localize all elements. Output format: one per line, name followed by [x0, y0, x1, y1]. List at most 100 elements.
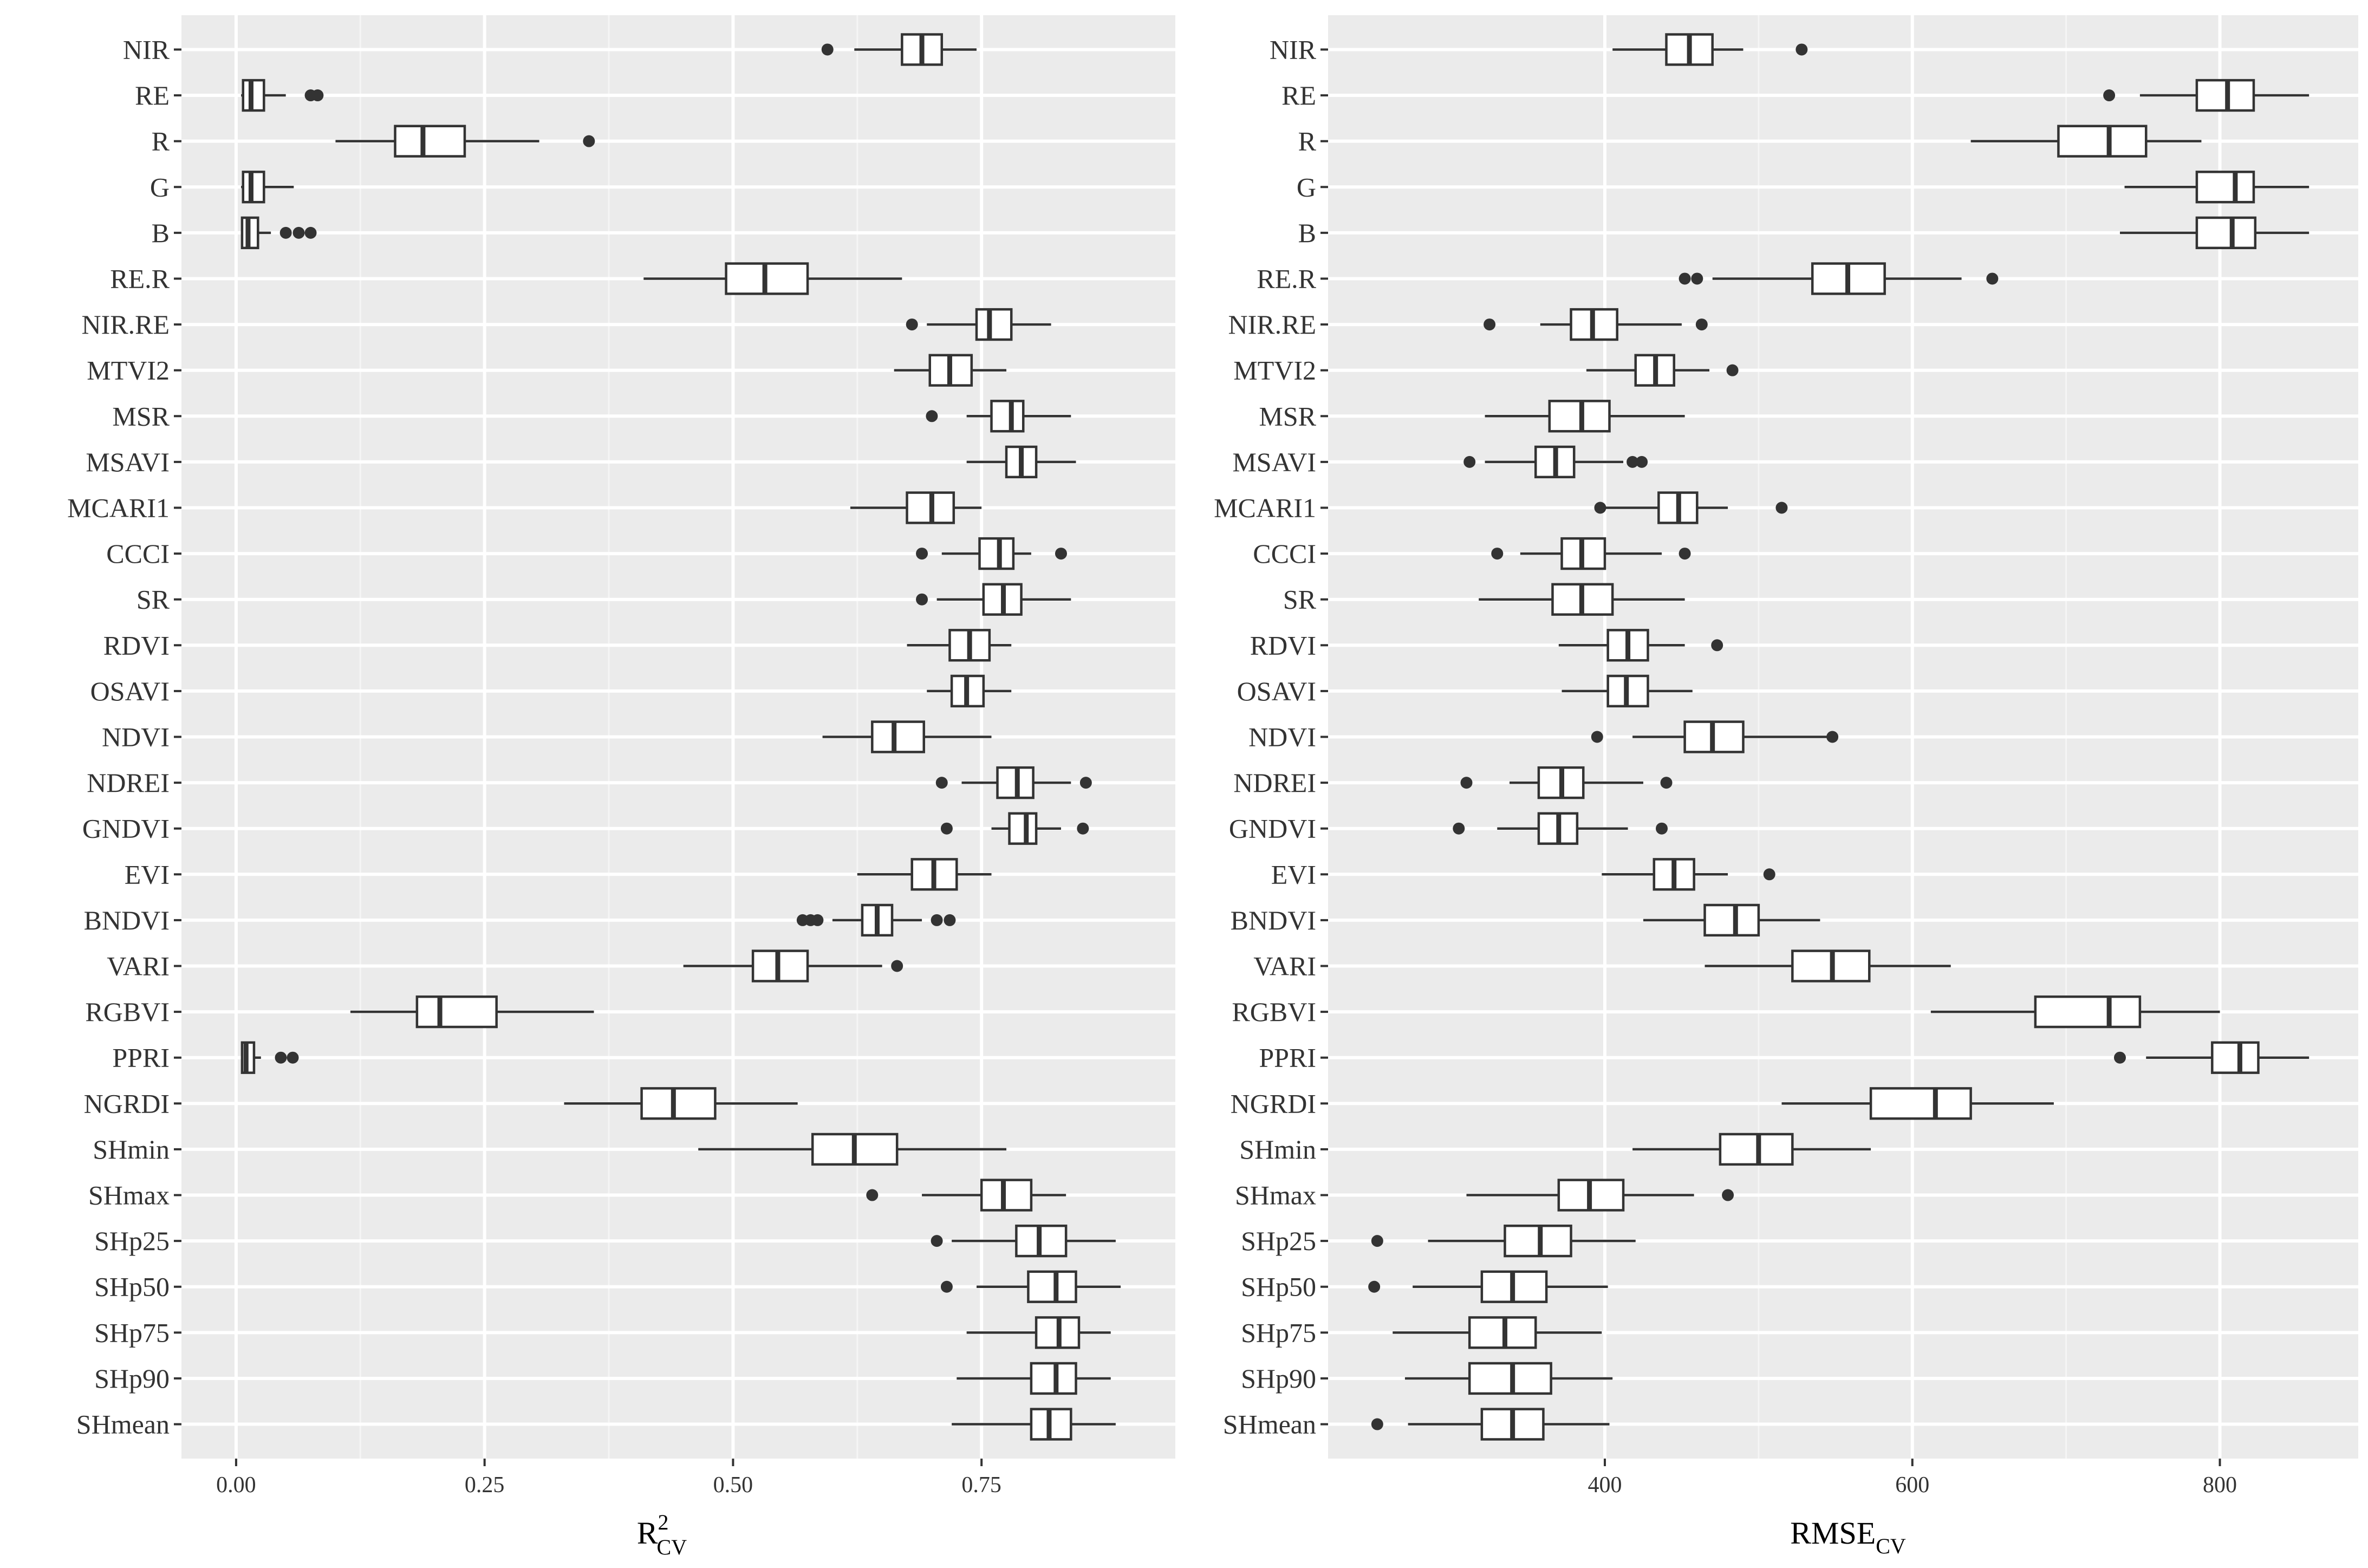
outlier-point — [1679, 548, 1691, 560]
rmse-box-nir — [1612, 33, 1808, 66]
r2-box-g — [241, 171, 294, 204]
rmse-box-ndvi — [1591, 720, 1839, 753]
r2-box-shmean — [952, 1408, 1116, 1441]
r2-box-rdvi — [907, 629, 1012, 662]
r2-box-rgbvi — [350, 995, 594, 1029]
outlier-point — [1695, 318, 1708, 331]
r2-y-label-ngrdi: NGRDI — [84, 1088, 170, 1118]
rmse-y-label-ndrei: NDREI — [1233, 767, 1316, 798]
rmse-y-label-ccci: CCCI — [1253, 538, 1316, 569]
rmse-box-rdvi — [1558, 629, 1723, 662]
outlier-point — [811, 914, 824, 926]
outlier-point — [1722, 1189, 1734, 1201]
r2-x-tick-label: 0.00 — [216, 1473, 256, 1498]
rmse-y-label-shp50: SHp50 — [1241, 1272, 1316, 1302]
rmse-y-label-mtvi2: MTVI2 — [1233, 355, 1316, 386]
r2-y-label-gndvi: GNDVI — [82, 814, 170, 844]
rmse-y-label-re: RE — [1281, 80, 1316, 110]
r2-y-label-shmax: SHmax — [88, 1180, 170, 1211]
outlier-point — [1371, 1418, 1383, 1430]
r2-box-shp75 — [966, 1316, 1111, 1349]
rmse-y-label-shmin: SHmin — [1239, 1134, 1316, 1164]
iqr-box — [640, 1087, 717, 1120]
r2-box-re-r — [643, 262, 902, 295]
rmse-box-ppri — [2113, 1041, 2310, 1074]
outlier-point — [940, 822, 953, 835]
r2-box-ndrei — [935, 766, 1092, 799]
outlier-point — [1368, 1280, 1381, 1293]
r2-box-ppri — [240, 1041, 299, 1074]
outlier-point — [891, 960, 903, 972]
rmse-box-r — [1970, 125, 2202, 158]
r2-box-msr — [926, 400, 1071, 433]
r2-y-label-vari: VARI — [107, 951, 170, 981]
outlier-point — [916, 548, 928, 560]
outlier-point — [287, 1051, 299, 1064]
outlier-point — [1679, 272, 1691, 285]
r2-y-label-shmean: SHmean — [76, 1409, 170, 1440]
outlier-point — [1775, 502, 1788, 514]
r2-y-label-r: R — [152, 126, 170, 157]
rmse-y-label-nir-re: NIR.RE — [1228, 309, 1317, 340]
r2-y-label-ppri: PPRI — [112, 1043, 170, 1073]
rmse-y-label-nir: NIR — [1270, 34, 1317, 64]
outlier-point — [279, 226, 292, 239]
iqr-box — [1030, 1362, 1077, 1395]
r2-x-axis-title: R2 CV — [637, 1510, 687, 1559]
iqr-box — [975, 308, 1013, 341]
rmse-box-vari — [1705, 949, 1951, 983]
r2-box-shp90 — [957, 1362, 1111, 1395]
outlier-point — [1986, 272, 1999, 285]
outlier-point — [940, 1280, 953, 1293]
r2-y-label-b: B — [152, 218, 170, 248]
r2-box-re — [241, 79, 324, 112]
rmse-box-evi — [1602, 858, 1775, 891]
r2-y-label-shp50: SHp50 — [94, 1272, 170, 1302]
rmse-box-shp25 — [1371, 1224, 1636, 1258]
iqr-box — [242, 171, 265, 204]
rmse-box-shp90 — [1404, 1362, 1613, 1395]
r2-box-nir-re — [906, 308, 1051, 341]
rmse-x-tick-label: 600 — [1895, 1473, 1929, 1498]
r2-y-label-nir: NIR — [123, 34, 170, 64]
iqr-box — [2034, 995, 2142, 1029]
rmse-box-shmean — [1371, 1408, 1610, 1441]
r2-y-label-sr: SR — [136, 584, 170, 615]
rmse-y-label-sr: SR — [1283, 584, 1317, 615]
rmse-y-label-ngrdi: NGRDI — [1231, 1088, 1316, 1118]
rmse-box-shp50 — [1368, 1270, 1608, 1303]
rmse-box-ccci — [1491, 537, 1691, 570]
outlier-point — [275, 1051, 287, 1064]
outlier-point — [1079, 777, 1092, 789]
outlier-point — [926, 410, 938, 422]
outlier-point — [1656, 822, 1668, 835]
r2-box-b — [240, 216, 317, 250]
r2-x-tick-label: 0.75 — [961, 1473, 1001, 1498]
iqr-box — [1703, 903, 1760, 937]
outlier-point — [1711, 639, 1723, 652]
r2-y-label-ndvi: NDVI — [102, 722, 170, 752]
outlier-point — [931, 914, 943, 926]
r2-box-shp25 — [931, 1224, 1116, 1258]
rmse-box-shmax — [1466, 1179, 1734, 1212]
outlier-point — [821, 43, 834, 56]
r2-box-shp50 — [940, 1270, 1121, 1303]
r2-y-label-rgbvi: RGBVI — [85, 997, 170, 1027]
r2-x-tick-label: 0.50 — [713, 1473, 753, 1498]
iqr-box — [2195, 171, 2255, 204]
outlier-point — [1077, 822, 1089, 835]
iqr-box — [415, 995, 498, 1029]
r2-x-tick-label: 0.25 — [465, 1473, 505, 1498]
rmse-y-label-shp90: SHp90 — [1241, 1363, 1316, 1394]
r2-y-label-rdvi: RDVI — [103, 630, 170, 660]
rmse-box-ngrdi — [1781, 1087, 2054, 1120]
rmse-box-mcari1 — [1594, 491, 1788, 524]
rmse-y-label-gndvi: GNDVI — [1229, 814, 1316, 844]
outlier-point — [1460, 777, 1473, 789]
r2-box-shmin — [698, 1133, 1007, 1166]
iqr-box — [242, 79, 265, 112]
outlier-point — [931, 1235, 943, 1247]
outlier-point — [944, 914, 956, 926]
rmse-box-ndrei — [1460, 766, 1673, 799]
rmse-y-label-osavi: OSAVI — [1237, 676, 1316, 706]
